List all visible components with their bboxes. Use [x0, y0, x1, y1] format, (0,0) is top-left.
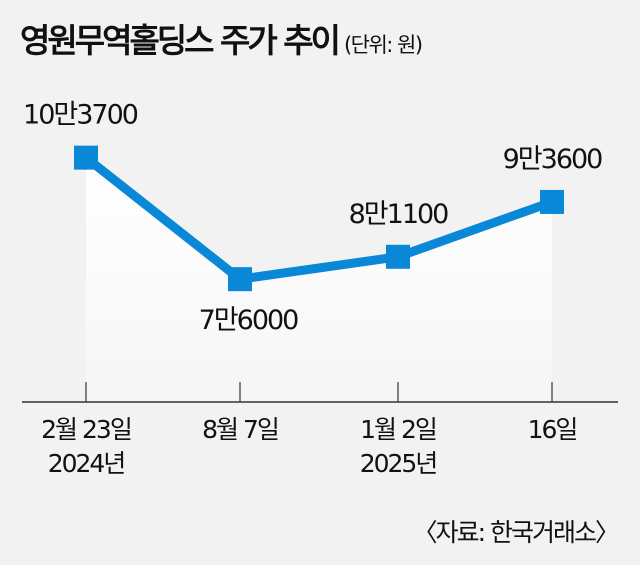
- x-tick-label: 1월 2일: [360, 415, 436, 444]
- x-tick-label: 16일: [528, 415, 577, 444]
- data-label: 7만6000: [199, 305, 299, 336]
- data-point-marker: [228, 267, 252, 292]
- data-point-marker: [540, 189, 564, 214]
- data-label: 8만1100: [349, 199, 449, 230]
- data-label: 9만3600: [503, 144, 603, 175]
- data-point-marker: [386, 244, 410, 269]
- data-point-marker: [74, 145, 98, 170]
- x-tick-label: 8월 7일: [202, 415, 278, 444]
- series-line: [83, 154, 554, 284]
- source-note: 〈자료: 한국거래소〉: [412, 518, 620, 547]
- x-tick-label: 2025년: [360, 449, 437, 478]
- area-fill: [86, 157, 552, 402]
- x-tick-label: 2월 23일: [41, 415, 131, 444]
- title-text: 영원무역홀딩스 주가 추이: [20, 21, 341, 60]
- unit-label: (단위: 원): [343, 33, 423, 57]
- x-tick-label: 2024년: [48, 449, 125, 478]
- chart-title: 영원무역홀딩스 주가 추이 (단위: 원): [20, 14, 423, 62]
- data-label: 10만3700: [23, 100, 138, 131]
